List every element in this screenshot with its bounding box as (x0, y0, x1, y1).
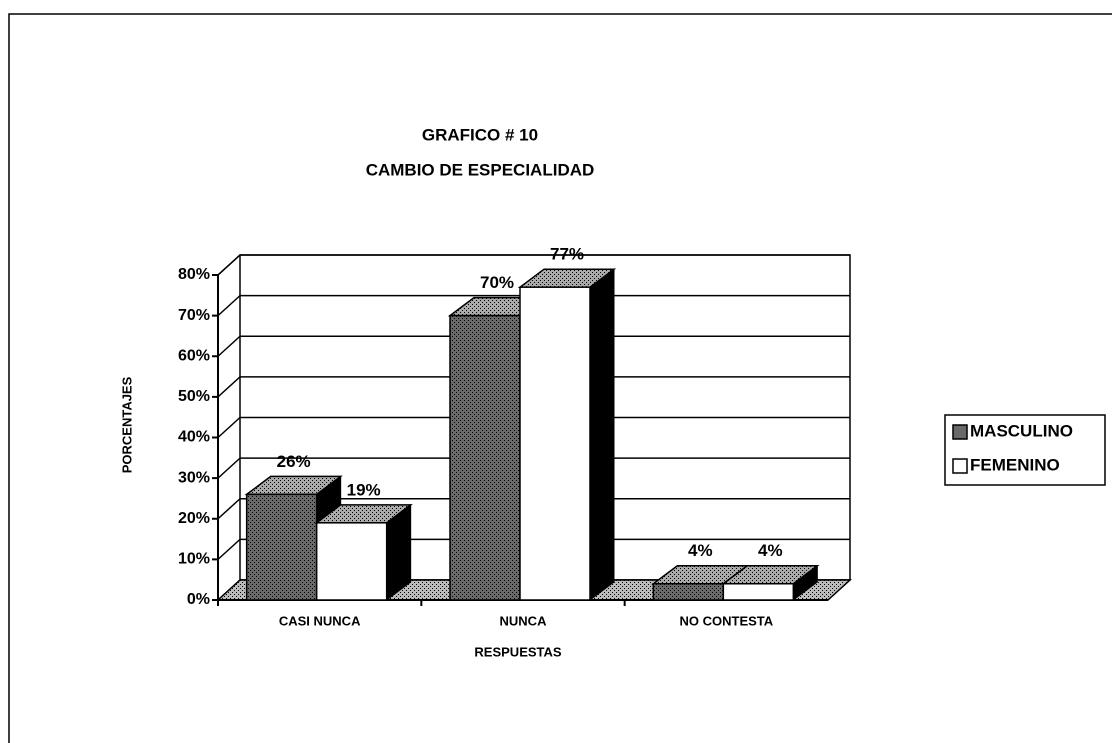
data-label: 4% (758, 541, 783, 560)
y-tick-label: 70% (178, 307, 210, 324)
bar-top (653, 565, 748, 584)
bar-top (316, 504, 411, 523)
grid-line (217, 498, 241, 520)
bar (519, 286, 591, 601)
y-tick-label: 40% (178, 429, 210, 446)
frame (8, 13, 1112, 743)
x-tick-label: CASI NUNCA (279, 613, 361, 628)
y-tick-label: 30% (178, 469, 210, 486)
y-tick-label: 0% (187, 591, 210, 608)
data-label: 77% (550, 245, 584, 264)
data-label: 70% (480, 273, 514, 292)
bar-top (520, 269, 614, 288)
data-label: 26% (277, 452, 311, 471)
bar (653, 583, 724, 600)
x-tick-label: NO CONTESTA (680, 613, 774, 628)
bar (450, 315, 520, 600)
x-tick-label: NUNCA (500, 613, 548, 628)
data-label: 4% (688, 541, 713, 560)
bar-side (589, 268, 615, 601)
grid-line (217, 416, 241, 439)
legend (944, 414, 1106, 486)
legend-label: FEMENINO (970, 455, 1060, 474)
y-tick-label: 50% (178, 388, 210, 405)
y-axis-label: PORCENTAJES (119, 376, 134, 473)
bar (315, 522, 388, 601)
y-tick-label: 80% (178, 266, 210, 283)
grid-line (217, 254, 241, 276)
y-tick-label: 20% (178, 510, 210, 527)
legend-swatch (952, 458, 968, 474)
chart-subtitle: CAMBIO DE ESPECIALIDAD (366, 160, 595, 179)
bar (722, 583, 795, 601)
y-tick-label: 10% (178, 551, 210, 568)
grid-line (217, 376, 241, 398)
bar-top (723, 565, 818, 584)
grid-line (217, 457, 241, 479)
legend-swatch (952, 424, 968, 440)
grid-line (217, 538, 241, 560)
bar (246, 494, 317, 600)
grid-line (217, 335, 241, 357)
chart-title: GRAFICO # 10 (422, 125, 538, 144)
grid-line (217, 295, 241, 317)
legend-label: MASCULINO (970, 421, 1073, 440)
data-label: 19% (347, 480, 381, 499)
y-tick-label: 60% (178, 347, 210, 364)
bar-top (246, 476, 341, 495)
x-axis-label: RESPUESTAS (474, 644, 561, 659)
